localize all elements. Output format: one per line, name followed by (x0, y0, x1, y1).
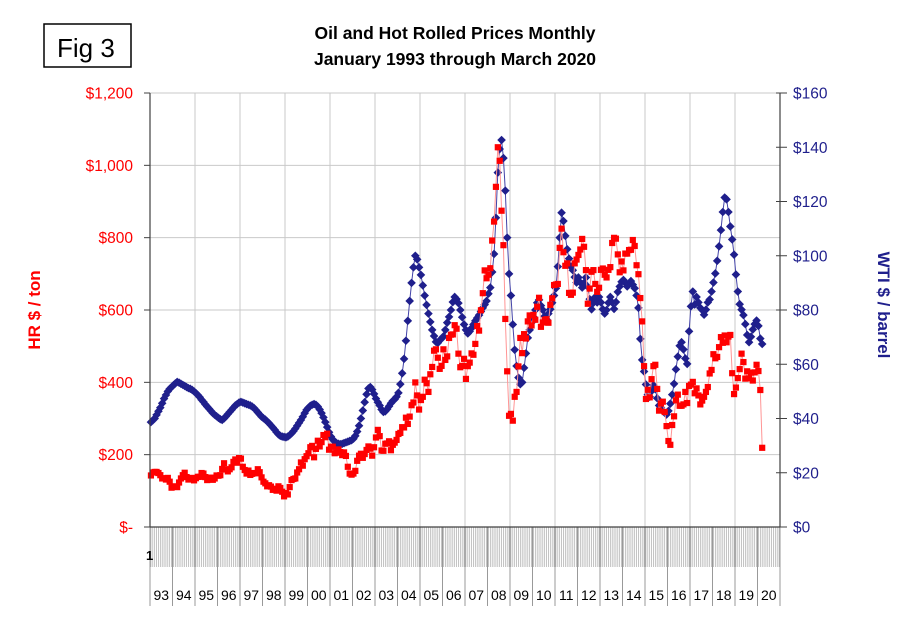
right-axis-tick: $120 (793, 194, 828, 211)
first-category-label: 1 (146, 548, 153, 563)
year-label: 17 (693, 587, 709, 603)
year-label: 15 (648, 587, 664, 603)
left-axis-title: HR $ / ton (25, 270, 44, 349)
year-label: 13 (603, 587, 619, 603)
fig-label-box: Fig 3 (43, 23, 132, 68)
chart-title-line2: January 1993 through March 2020 (314, 49, 596, 69)
year-label: 96 (221, 587, 237, 603)
axis-lines-and-ticks (144, 92, 787, 528)
left-axis-tick: $600 (99, 303, 134, 320)
right-axis-tick: $0 (793, 520, 811, 537)
year-label: 02 (356, 587, 372, 603)
right-axis-tick: $20 (793, 465, 819, 482)
year-label: 04 (401, 587, 417, 603)
year-label: 05 (423, 587, 439, 603)
year-label: 18 (716, 587, 732, 603)
right-axis-tick: $80 (793, 303, 819, 320)
year-label: 19 (738, 587, 754, 603)
left-axis-tick: $400 (99, 375, 134, 392)
x-axis-year-labels: 93 94 95 96 97 98 99 00 01 02 03 04 05 06 07 08 09 10 11 12… (153, 587, 776, 603)
right-axis-tick: $60 (793, 357, 819, 374)
year-label: 10 (536, 587, 552, 603)
right-axis-title: WTI $ / barrel (874, 252, 893, 359)
left-axis-tick: $800 (99, 230, 134, 247)
year-label: 97 (243, 587, 259, 603)
year-label: 12 (581, 587, 597, 603)
left-axis-tick: $200 (99, 447, 134, 464)
year-label: 20 (761, 587, 777, 603)
fig-label-border (43, 23, 132, 68)
year-label: 94 (176, 587, 192, 603)
year-label: 06 (446, 587, 462, 603)
year-label: 09 (513, 587, 529, 603)
right-axis-tick-labels: $160 $140 $120 $100 $80 $60 $40 $20 $0 (793, 86, 828, 537)
right-axis-tick: $160 (793, 86, 828, 103)
fig-label-text: Fig 3 (57, 33, 115, 63)
year-label: 98 (266, 587, 282, 603)
year-label: 08 (491, 587, 507, 603)
wti-price-series (147, 144, 766, 500)
year-label: 16 (671, 587, 687, 603)
year-label: 00 (311, 587, 327, 603)
left-axis-tick: $1,000 (86, 158, 134, 175)
left-axis-tick: $1,200 (86, 86, 134, 103)
right-axis-tick: $100 (793, 248, 828, 265)
month-tick-band (149, 527, 781, 606)
year-label: 07 (468, 587, 484, 603)
left-axis-tick-labels: $1,200 $1,000 $800 $600 $400 $200 $- (86, 86, 134, 537)
year-label: 99 (288, 587, 304, 603)
year-label: 14 (626, 587, 642, 603)
year-label: 95 (198, 587, 214, 603)
year-label: 03 (378, 587, 394, 603)
year-label: 01 (333, 587, 349, 603)
right-axis-tick: $40 (793, 411, 819, 428)
year-label: 11 (559, 587, 574, 603)
right-axis-tick: $140 (793, 140, 828, 157)
year-label: 93 (153, 587, 169, 603)
chart-title-line1: Oil and Hot Rolled Prices Monthly (315, 23, 596, 43)
left-axis-tick: $- (119, 520, 133, 537)
